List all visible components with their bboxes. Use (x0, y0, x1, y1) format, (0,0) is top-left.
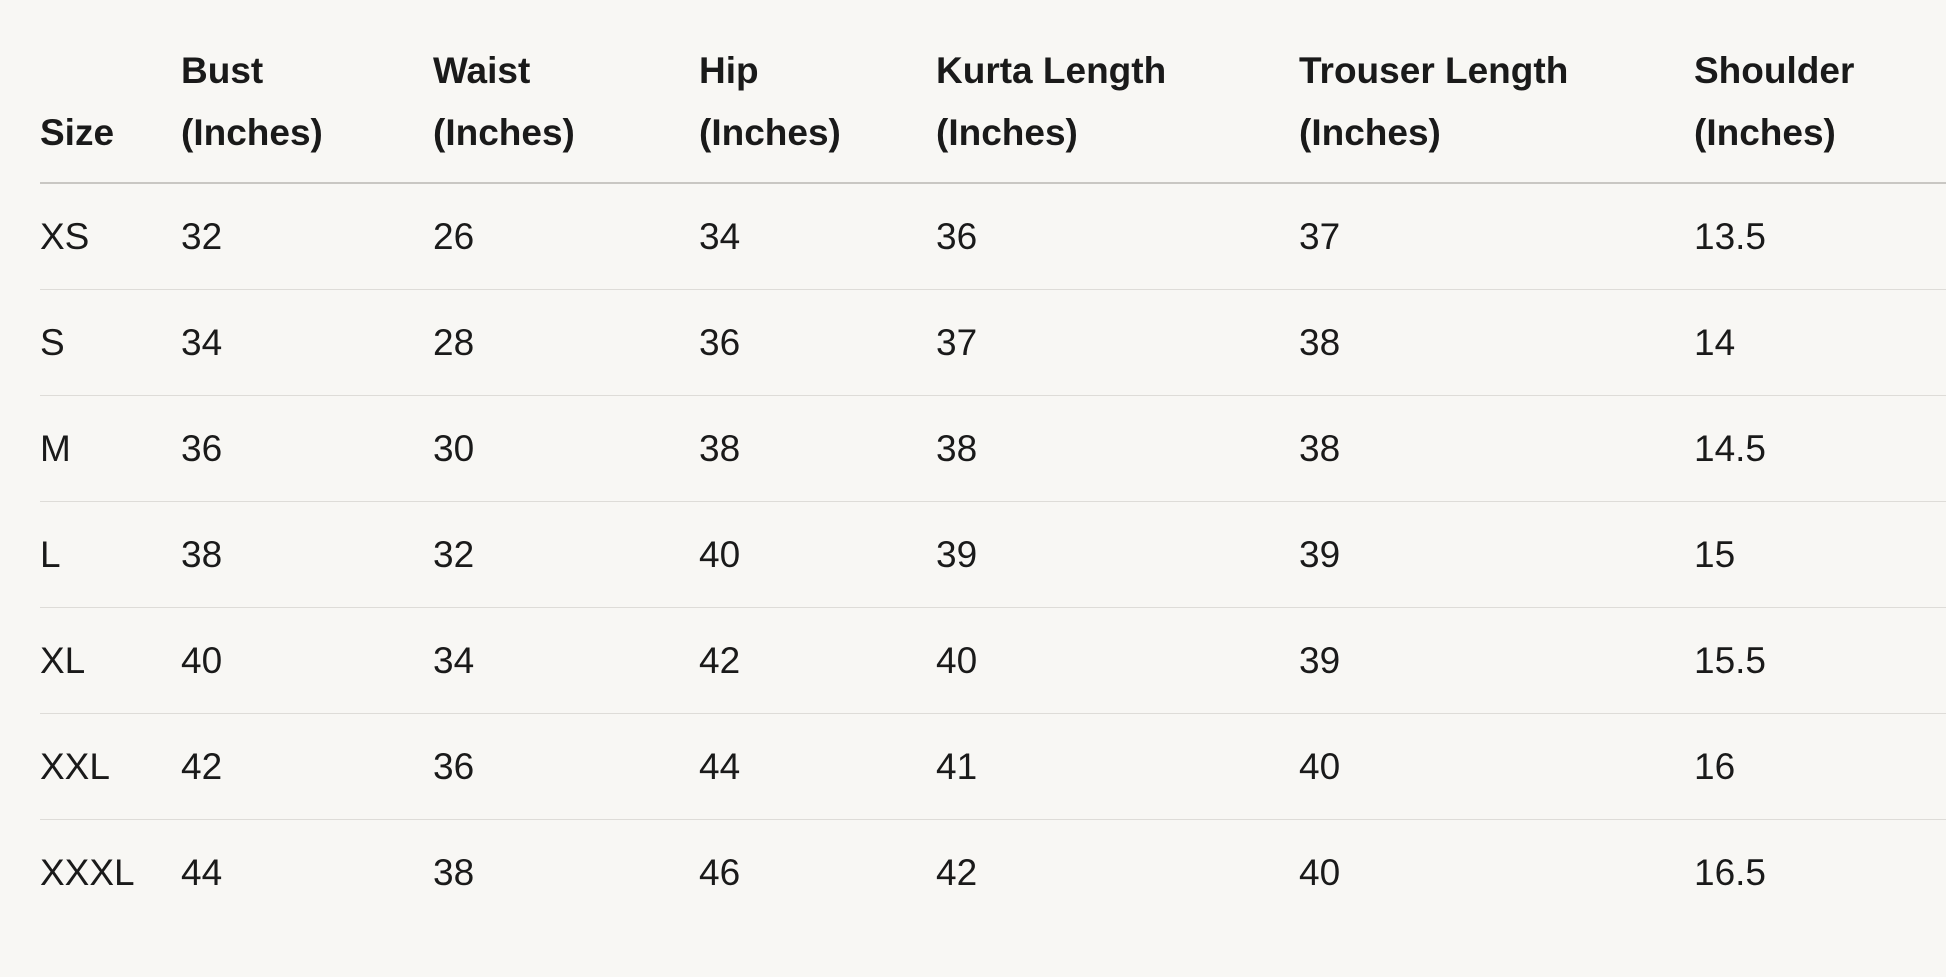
measurement-cell: 42 (936, 851, 978, 893)
measurement-cell: 39 (936, 501, 1299, 608)
column-header: Bust (Inches) (181, 40, 433, 184)
measurement-cell: 36 (936, 183, 1299, 290)
size-chart-table: Size Bust (Inches) Waist (Inches) Hip (Inches)… (40, 40, 1946, 925)
measurement-cell: 26 (433, 183, 699, 290)
measurement-cell: 38 (1299, 395, 1694, 502)
table-row: M 36 30 38 38 38 14.5 (40, 395, 1946, 502)
measurement-cell: 38 (181, 501, 433, 608)
column-header-unit: (Inches) (433, 112, 575, 153)
measurement-cell: 38 (1299, 289, 1694, 396)
measurement-cell: 40 (1299, 713, 1694, 820)
size-cell: M (40, 395, 181, 502)
column-header-name: Waist (433, 50, 531, 91)
size-cell: L (40, 501, 181, 608)
measurement-cell: 16.5 (1694, 851, 1767, 893)
size-cell: S (40, 289, 181, 396)
measurement-cell: 38 (699, 395, 936, 502)
table-row: XXL 42 36 44 41 40 16 (40, 713, 1946, 820)
column-header: Hip (Inches) (699, 40, 936, 184)
measurement-cell: 37 (936, 289, 1299, 396)
measurement-cell: 40 (936, 607, 1299, 714)
measurement-cell: 42 (699, 607, 936, 714)
measurement-cell: 39 (1299, 501, 1694, 608)
measurement-cell: 34 (433, 607, 699, 714)
measurement-cell: 14.5 (1694, 395, 1946, 502)
measurement-cell: 37 (1299, 183, 1694, 290)
column-header-name: Trouser Length (1299, 50, 1569, 91)
measurement-cell: 13.5 (1694, 183, 1946, 290)
table-row: XS 32 26 34 36 37 13.5 (40, 183, 1946, 290)
measurement-cell: 44 (699, 713, 936, 820)
measurement-cell: 39 (1299, 607, 1694, 714)
column-header-unit: Size (40, 112, 115, 153)
measurement-cell: 36 (699, 289, 936, 396)
column-header: Kurta Length (Inches) (936, 40, 1299, 184)
column-header-name (40, 40, 181, 102)
measurement-cell: 44 (181, 851, 223, 893)
column-header-unit: (Inches) (181, 112, 323, 153)
column-header-unit: (Inches) (1694, 112, 1836, 153)
table-row: S 34 28 36 37 38 14 (40, 289, 1946, 396)
table-row: XXXL 44 38 46 42 40 16.5 (40, 820, 1946, 926)
measurement-cell: 40 (1299, 851, 1341, 893)
measurement-cell: 30 (433, 395, 699, 502)
column-header: Waist (Inches) (433, 40, 699, 184)
column-header: Shoulder (Inches) (1694, 40, 1946, 184)
measurement-cell: 32 (181, 183, 433, 290)
measurement-cell: 36 (433, 713, 699, 820)
header-row: Size Bust (Inches) Waist (Inches) Hip (Inches)… (40, 40, 1946, 184)
measurement-cell: 46 (699, 851, 741, 893)
size-cell: XXXL (40, 851, 135, 893)
column-header: Size (40, 40, 181, 184)
measurement-cell: 36 (181, 395, 433, 502)
column-header-name: Bust (181, 50, 264, 91)
column-header-unit: (Inches) (936, 112, 1078, 153)
table-row: XL 40 34 42 40 39 15.5 (40, 607, 1946, 714)
measurement-cell: 42 (181, 713, 433, 820)
size-cell: XS (40, 183, 181, 290)
measurement-cell: 32 (433, 501, 699, 608)
column-header-name: Shoulder (1694, 50, 1855, 91)
column-header: Trouser Length (Inches) (1299, 40, 1694, 184)
table-row: L 38 32 40 39 39 15 (40, 501, 1946, 608)
measurement-cell: 28 (433, 289, 699, 396)
column-header-name: Kurta Length (936, 50, 1167, 91)
size-cell: XXL (40, 713, 181, 820)
column-header-name: Hip (699, 50, 759, 91)
measurement-cell: 40 (699, 501, 936, 608)
measurement-cell: 40 (181, 607, 433, 714)
column-header-unit: (Inches) (699, 112, 841, 153)
measurement-cell: 34 (181, 289, 433, 396)
measurement-cell: 15.5 (1694, 607, 1946, 714)
measurement-cell: 34 (699, 183, 936, 290)
measurement-cell: 41 (936, 713, 1299, 820)
measurement-cell: 38 (433, 851, 475, 893)
measurement-cell: 15 (1694, 501, 1946, 608)
measurement-cell: 16 (1694, 713, 1946, 820)
measurement-cell: 14 (1694, 289, 1946, 396)
measurement-cell: 38 (936, 395, 1299, 502)
column-header-unit: (Inches) (1299, 112, 1441, 153)
size-cell: XL (40, 607, 181, 714)
